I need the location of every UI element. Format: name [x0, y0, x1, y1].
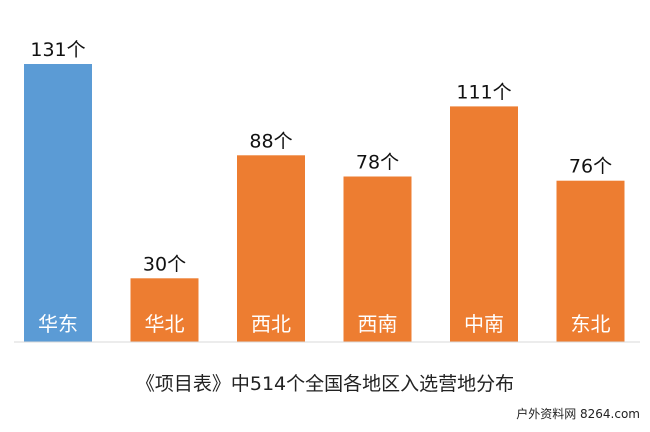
value-label-5: 76个: [569, 156, 612, 178]
category-label-1: 华北: [145, 312, 185, 336]
category-label-3: 西南: [358, 312, 398, 336]
category-label-5: 东北: [571, 312, 611, 336]
value-label-2: 88个: [249, 130, 292, 152]
bar-5: [556, 180, 625, 342]
chart-title: 《项目表》中514个全国各地区入选营地分布: [136, 373, 514, 395]
value-label-4: 111个: [456, 81, 511, 103]
bar-1: [130, 278, 199, 342]
bar-4: [450, 106, 518, 343]
bar-3: [343, 176, 412, 342]
category-label-0: 华东: [38, 312, 78, 336]
watermark-text: 户外资料网 8264.com: [516, 407, 640, 421]
category-labels-layer: 华东 华北 西北 西南 中南 东北: [38, 312, 611, 336]
category-label-2: 西北: [251, 312, 291, 336]
value-label-3: 78个: [356, 152, 399, 174]
value-labels-layer: 131个 30个 88个 78个 111个 76个: [30, 39, 612, 275]
value-label-1: 30个: [143, 253, 186, 275]
bars-layer: [24, 64, 625, 343]
bar-0: [24, 64, 92, 342]
bar-2: [237, 155, 305, 342]
value-label-0: 131个: [30, 39, 85, 61]
category-label-4: 中南: [464, 312, 504, 336]
